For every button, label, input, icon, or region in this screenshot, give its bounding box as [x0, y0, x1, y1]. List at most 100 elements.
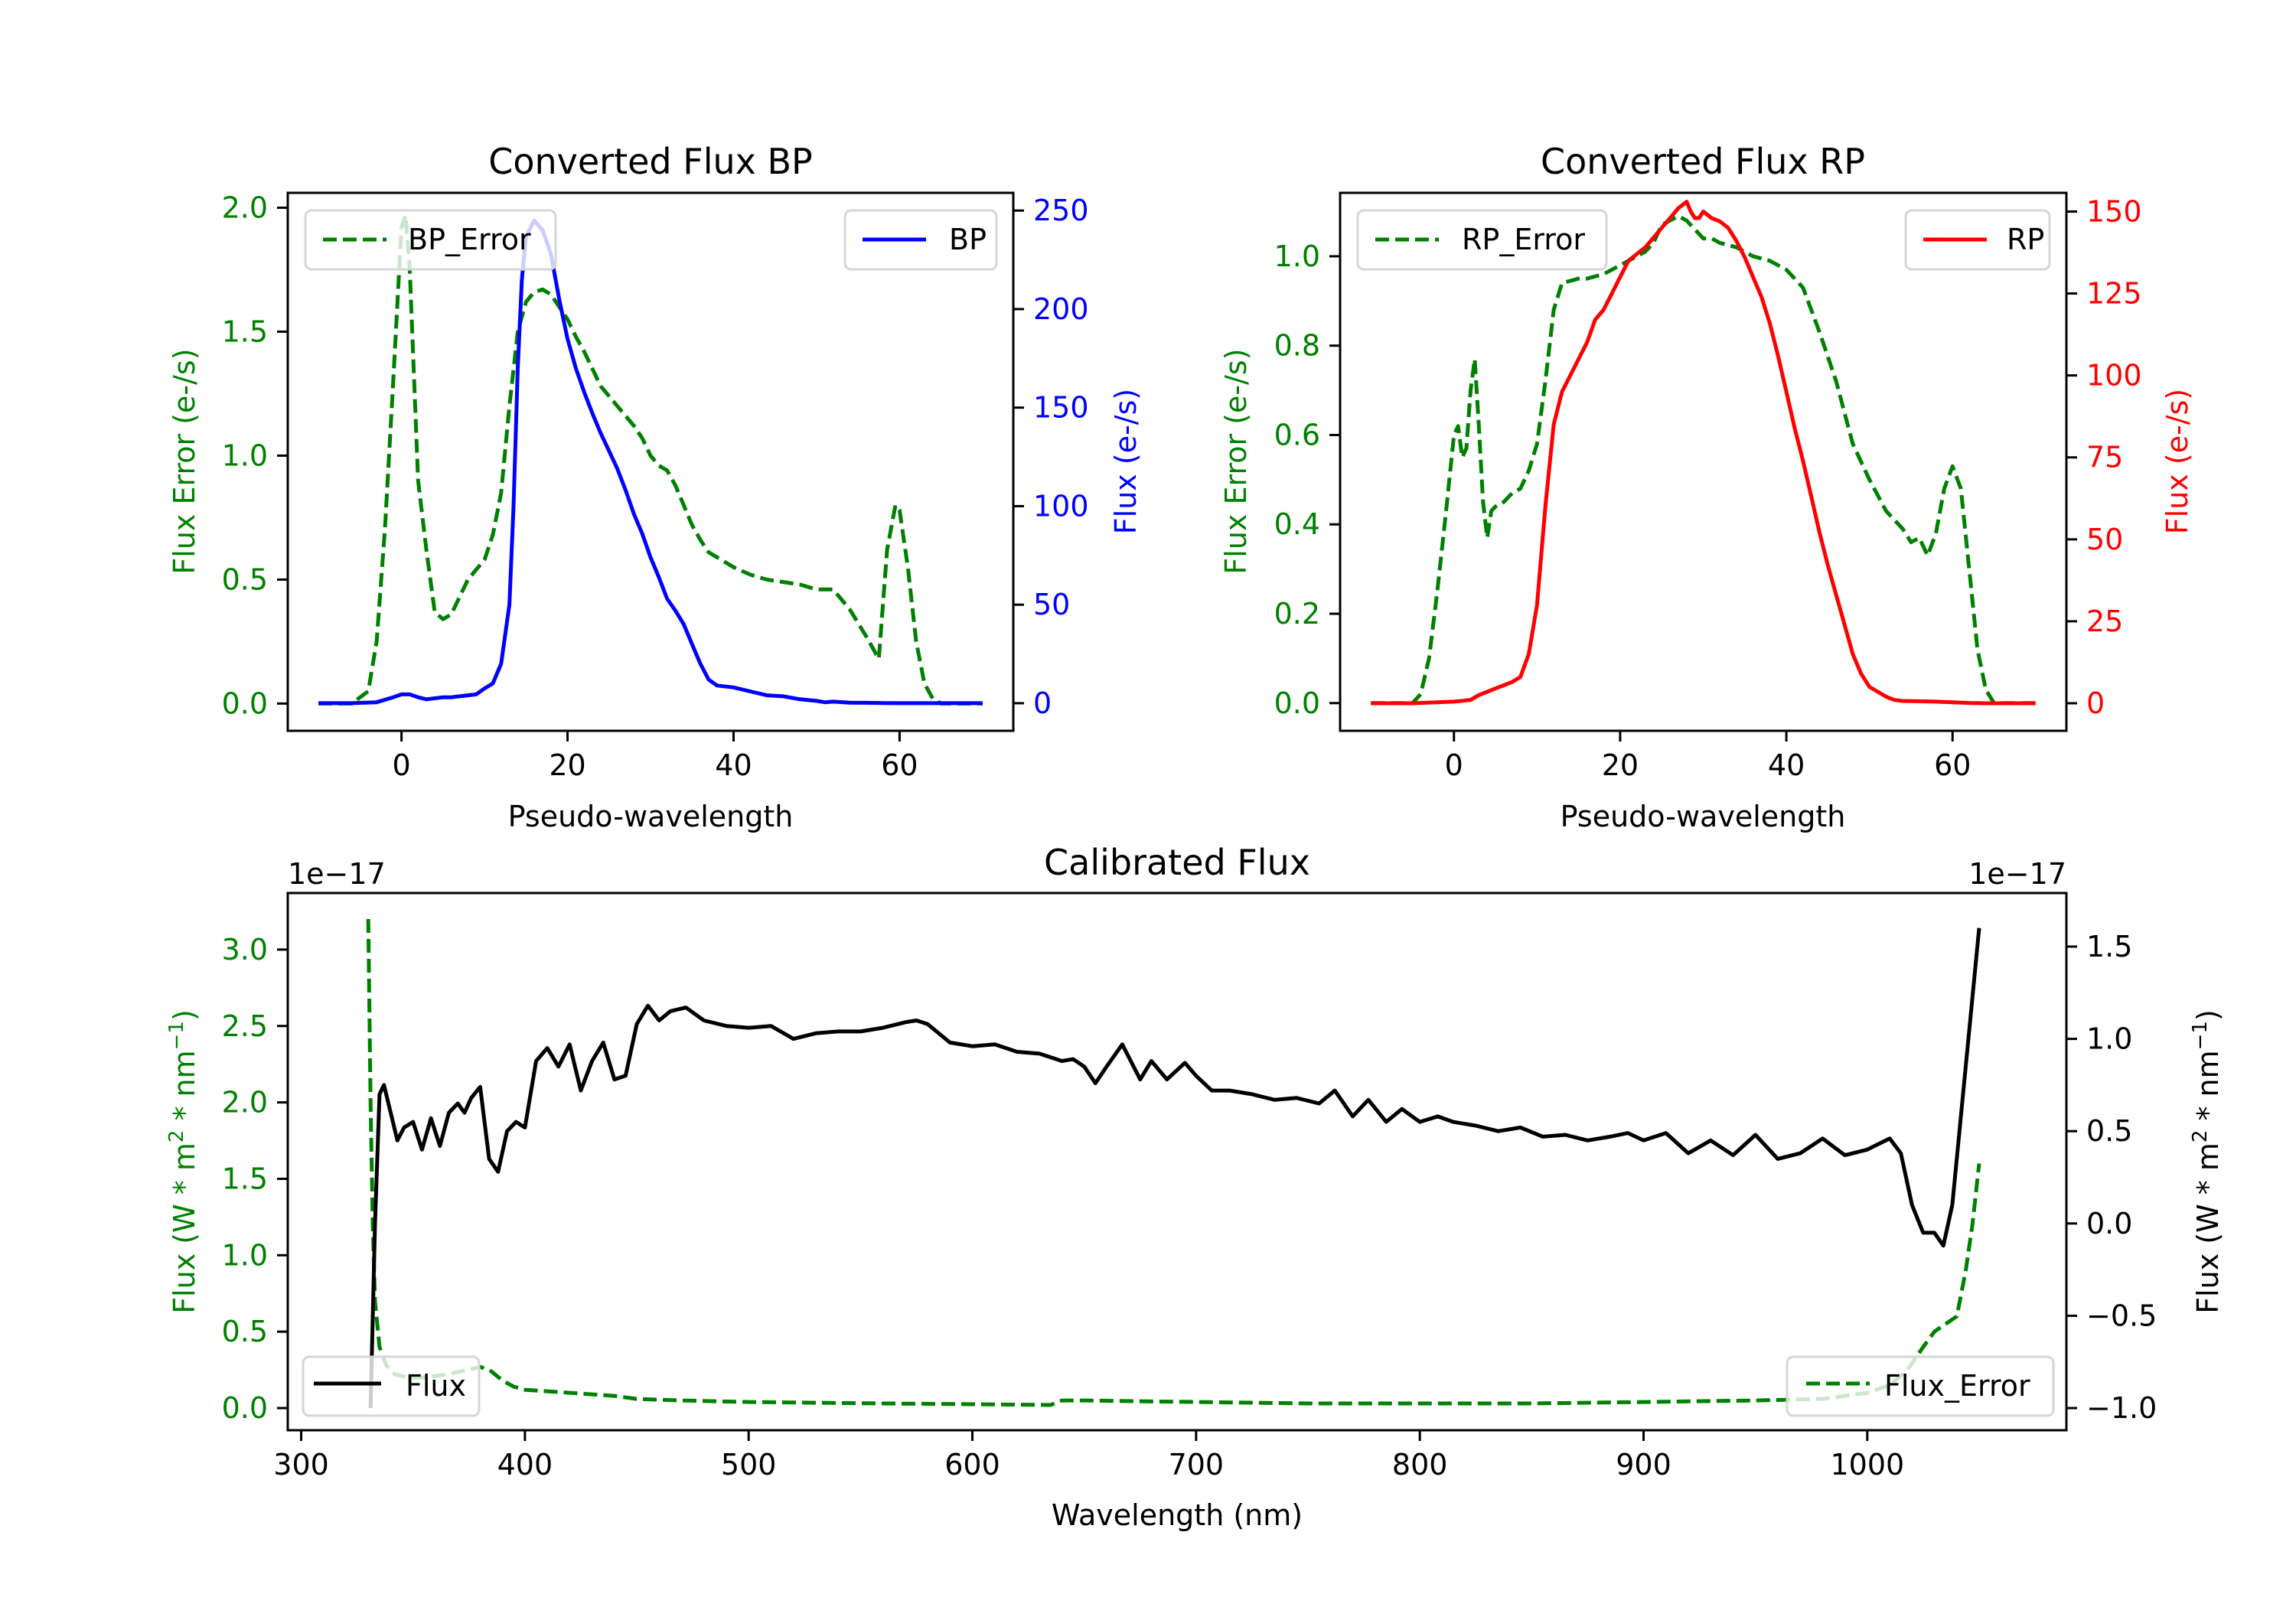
rp-series-rp-error — [1371, 214, 2036, 706]
rp-ytick-right-label: 50 — [2086, 523, 2123, 556]
bp-xtick-label: 60 — [881, 748, 918, 782]
calibrated-xlabel: Wavelength (nm) — [1052, 1498, 1303, 1532]
bp-legend-left-label: BP_Error — [408, 223, 531, 256]
rp-axes-frame — [1339, 191, 2068, 732]
calibrated-legend-left[interactable]: Flux — [302, 1355, 481, 1417]
bp-xticks: 0 20 40 60 — [393, 731, 918, 782]
rp-legend-right[interactable]: RP — [1904, 209, 2051, 271]
calibrated-ytick-right-label: −0.5 — [2086, 1299, 2157, 1332]
bp-legend-right[interactable]: BP — [843, 209, 998, 271]
rp-ytick-right-label: 0 — [2086, 686, 2105, 720]
rp-ytick-right-label: 100 — [2086, 359, 2142, 393]
bp-title: Converted Flux BP — [488, 141, 813, 182]
bp-ytick-left-label: 1.5 — [222, 315, 268, 348]
calibrated-ylabel-left-sup1: 2 — [165, 1130, 188, 1143]
rp-xticks: 0 20 40 60 — [1445, 731, 1971, 782]
calibrated-ytick-left-label: 3.0 — [222, 933, 268, 966]
calibrated-series-flux-error — [366, 918, 1981, 1407]
bp-ytick-left-label: 0.0 — [222, 686, 268, 720]
bp-ylabel-left: Flux Error (e-/s) — [168, 348, 201, 574]
calibrated-series-flux — [368, 927, 1981, 1409]
calibrated-xticks: 300 400 500 600 700 800 900 1000 — [273, 1430, 1904, 1482]
rp-ytick-left-label: 0.6 — [1274, 418, 1320, 451]
calibrated-xtick-label: 1000 — [1830, 1448, 1904, 1482]
calibrated-ylabel-left: Flux (W * m2 * nm−1) — [165, 1009, 201, 1314]
calibrated-ytick-left-label: 0.0 — [222, 1391, 268, 1425]
calibrated-series-layer — [366, 918, 1981, 1409]
bp-ytick-right-label: 50 — [1033, 588, 1070, 621]
bp-series-bp — [318, 218, 983, 706]
rp-ytick-right-label: 150 — [2086, 194, 2142, 228]
calibrated-xtick-label: 400 — [497, 1448, 553, 1482]
calibrated-legend-right[interactable]: Flux_Error — [1786, 1355, 2055, 1417]
calibrated-xtick-label: 900 — [1616, 1448, 1671, 1482]
bp-panel: Converted Flux BP 0 20 40 60 0.0 0.5 1.0 1.5 2.… — [168, 141, 1143, 833]
calibrated-title: Calibrated Flux — [1044, 842, 1310, 883]
rp-xtick-label: 20 — [1602, 748, 1639, 782]
calibrated-ytick-left-label: 2.5 — [222, 1009, 268, 1043]
rp-series-layer — [1371, 200, 2036, 706]
rp-legend-right-label: RP — [2007, 223, 2044, 256]
calibrated-legend-right-box — [1786, 1355, 2055, 1417]
rp-ytick-left-label: 0.4 — [1274, 507, 1320, 541]
bp-ytick-right-label: 200 — [1033, 292, 1089, 326]
calibrated-ylabel-right-part2: * nm — [2191, 1050, 2225, 1129]
rp-title: Converted Flux RP — [1541, 141, 1865, 182]
rp-xtick-label: 40 — [1768, 748, 1805, 782]
rp-yticks-left: 0.0 0.2 0.4 0.6 0.8 1.0 — [1274, 240, 1340, 720]
calibrated-xtick-label: 600 — [944, 1448, 1000, 1482]
calibrated-axes-frame — [286, 892, 2068, 1432]
rp-ylabel-left: Flux Error (e-/s) — [1219, 348, 1253, 574]
rp-series-rp — [1371, 200, 2036, 706]
bp-series-layer — [318, 213, 983, 706]
calibrated-ylabel-right: Flux (W * m2 * nm−1) — [2189, 1009, 2225, 1314]
rp-xtick-label: 60 — [1934, 748, 1971, 782]
rp-ytick-right-label: 125 — [2086, 277, 2142, 311]
calibrated-ytick-right-label: 0.0 — [2086, 1207, 2132, 1240]
calibrated-ylabel-left-part0: Flux (W * m — [168, 1143, 201, 1314]
calibrated-offset-right: 1e−17 — [1968, 857, 2066, 891]
rp-yticks-right: 0 25 50 75 100 125 150 — [2066, 194, 2142, 720]
calibrated-ylabel-right-sup2: −1 — [2189, 1021, 2212, 1050]
calibrated-yticks-right: −1.0 −0.5 0.0 0.5 1.0 1.5 — [2066, 930, 2157, 1425]
rp-legend-left[interactable]: RP_Error — [1356, 209, 1608, 271]
calibrated-ylabel-left-part4: ) — [168, 1009, 201, 1021]
calibrated-ylabel-left-part2: * nm — [168, 1050, 201, 1129]
bp-series-bp-error — [318, 213, 983, 706]
rp-ytick-right-label: 75 — [2086, 441, 2123, 474]
bp-axes-frame — [286, 191, 1015, 732]
rp-xtick-label: 0 — [1445, 748, 1463, 782]
rp-ytick-left-label: 0.8 — [1274, 329, 1320, 363]
calibrated-ytick-left-label: 2.0 — [222, 1086, 268, 1120]
rp-xlabel: Pseudo-wavelength — [1561, 800, 1846, 833]
bp-legend-right-label: BP — [949, 223, 987, 256]
bp-ytick-right-label: 100 — [1033, 489, 1089, 523]
bp-yticks-right: 0 50 100 150 200 250 — [1013, 194, 1089, 720]
bp-xtick-label: 0 — [393, 748, 411, 782]
calibrated-ytick-left-label: 1.5 — [222, 1162, 268, 1195]
calibrated-ylabel-right-sup1: 2 — [2189, 1130, 2212, 1143]
bp-ytick-right-label: 250 — [1033, 194, 1089, 227]
calibrated-xtick-label: 300 — [273, 1448, 329, 1482]
rp-legend-left-label: RP_Error — [1462, 223, 1585, 256]
rp-ytick-left-label: 1.0 — [1274, 240, 1320, 273]
calibrated-ytick-left-label: 1.0 — [222, 1238, 268, 1272]
bp-legend-left[interactable]: BP_Error — [304, 209, 557, 271]
bp-xtick-label: 20 — [549, 748, 585, 782]
bp-xtick-label: 40 — [715, 748, 752, 782]
calibrated-ytick-right-label: 1.0 — [2086, 1022, 2132, 1056]
bp-ytick-right-label: 150 — [1033, 391, 1089, 425]
rp-ytick-right-label: 25 — [2086, 605, 2123, 638]
rp-panel: Converted Flux RP 0 20 40 60 0.00.20.40.60.… — [1219, 141, 2194, 833]
bp-ytick-left-label: 0.5 — [222, 562, 268, 596]
calibrated-ytick-right-label: 1.5 — [2086, 930, 2132, 963]
calibrated-yticks-left: 0.0 0.5 1.0 1.5 2.0 2.5 3.0 — [222, 933, 288, 1425]
calibrated-legend-left-label: Flux — [406, 1369, 466, 1403]
calibrated-xtick-label: 500 — [721, 1448, 777, 1482]
bp-yticks-left: 0.0 0.5 1.0 1.5 2.0 — [222, 191, 288, 720]
bp-legend-left-box — [304, 209, 557, 271]
calibrated-ylabel-left-sup2: −1 — [165, 1021, 188, 1050]
calibrated-panel: Calibrated Flux 1e−17 1e−17 300 400 500 600… — [165, 842, 2225, 1532]
calibrated-xtick-label: 700 — [1169, 1448, 1225, 1482]
